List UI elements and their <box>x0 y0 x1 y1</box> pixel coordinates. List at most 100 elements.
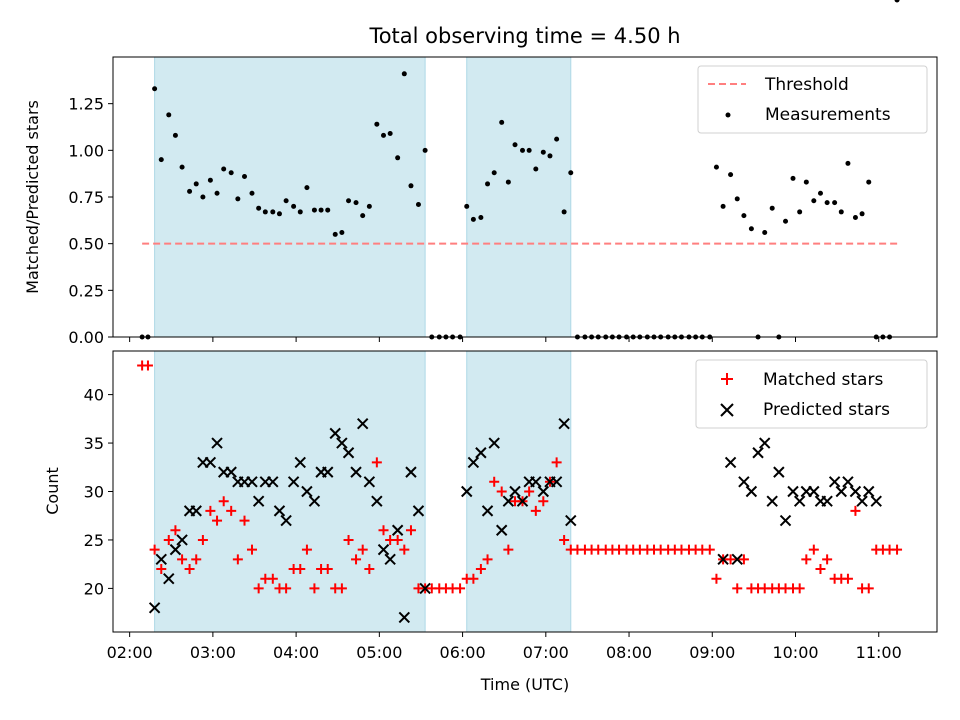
measurement-point <box>381 132 387 138</box>
predicted-star-point <box>246 476 258 488</box>
predicted-star-point <box>294 456 306 469</box>
x-axis-label: Time (UTC) <box>480 675 569 694</box>
matched-star-point <box>815 564 826 575</box>
matched-star-point <box>524 486 535 497</box>
predicted-star-point <box>405 466 417 478</box>
measurement-point <box>866 179 872 185</box>
measurement-point <box>221 166 227 172</box>
x-tick-label: 11:00 <box>856 643 902 662</box>
predicted-star-point <box>252 495 265 507</box>
y-tick-label: 30 <box>84 483 104 502</box>
matched-star-point <box>170 525 181 536</box>
measurement-point <box>526 147 532 153</box>
measurement-point <box>283 198 289 204</box>
predicted-star-point <box>724 456 737 469</box>
matched-star-point <box>808 544 819 555</box>
x-tick-label: 04:00 <box>273 643 319 662</box>
predicted-star-point <box>148 602 161 614</box>
shaded-interval <box>154 56 426 338</box>
predicted-star-point <box>808 485 820 498</box>
matched-star-point <box>156 564 167 575</box>
matched-star-point <box>351 554 362 565</box>
predicted-star-point <box>856 495 868 507</box>
predicted-star-point <box>835 485 847 498</box>
matched-star-point <box>794 583 805 594</box>
predicted-star-point <box>731 553 743 566</box>
x-tick-label: 06:00 <box>440 643 486 662</box>
predicted-star-point <box>329 427 341 440</box>
measurement-point <box>464 203 470 209</box>
predicted-star-point <box>779 514 792 527</box>
matched-star-point <box>732 583 743 594</box>
bottom-legend-box <box>695 359 928 429</box>
predicted-star-point <box>190 505 202 517</box>
matched-star-point <box>551 457 562 468</box>
measurement-point <box>166 112 172 118</box>
predicted-star-point <box>863 485 875 498</box>
measurement-point <box>270 209 276 215</box>
y-tick-label: 0.50 <box>68 235 104 254</box>
measurement-point <box>249 190 255 196</box>
matched-star-point <box>468 573 479 584</box>
predicted-star-point <box>752 447 764 459</box>
predicted-star-point <box>537 485 550 498</box>
matched-star-point <box>301 544 312 555</box>
measurement-point <box>366 203 372 209</box>
measurement-point <box>297 209 303 215</box>
matched-star-point <box>711 573 722 584</box>
y-tick-label: 1.00 <box>68 141 104 160</box>
y-tick-label: 40 <box>84 386 104 405</box>
matched-star-point <box>191 554 202 565</box>
predicted-star-point <box>412 505 425 517</box>
measurement-point <box>304 185 310 191</box>
x-tick-label: 08:00 <box>606 643 652 662</box>
measurement-point <box>262 209 268 215</box>
predicted-star-point <box>828 476 841 488</box>
measurement-point <box>720 203 726 209</box>
measurement-point <box>894 0 900 3</box>
measurement-point <box>783 218 789 224</box>
measurement-point <box>187 188 193 194</box>
measurement-point <box>505 179 511 185</box>
matched-star-point <box>455 583 466 594</box>
predicted-star-point <box>398 611 411 624</box>
matched-star-point <box>863 583 874 594</box>
matched-star-point <box>322 564 333 575</box>
predicted-star-point <box>342 447 355 459</box>
measurement-point <box>832 200 838 206</box>
measurement-point <box>242 173 248 179</box>
measurement-point <box>374 121 380 127</box>
legend-threshold-label: Threshold <box>764 75 849 95</box>
matched-star-point <box>232 554 243 565</box>
matched-star-point <box>738 554 749 565</box>
measurement-point <box>520 147 526 153</box>
measurement-point <box>325 207 331 213</box>
predicted-star-point <box>155 553 167 566</box>
matched-star-point <box>822 554 833 565</box>
matched-star-point <box>357 544 368 555</box>
measurement-point <box>291 203 297 209</box>
shaded-interval <box>466 350 572 633</box>
matched-star-point <box>725 554 736 565</box>
measurement-point <box>728 172 734 178</box>
matched-star-point <box>503 544 514 555</box>
measurement-point <box>824 200 830 206</box>
chart-title: Total observing time = 4.50 h <box>368 24 680 48</box>
measurement-point <box>470 216 476 222</box>
matched-star-point <box>496 486 507 497</box>
bottom-panel: 20 25 30 35 40 02:00 03:00 04:00 05:00 06:00 07:0… <box>43 350 938 694</box>
matched-star-point <box>253 583 264 594</box>
measurement-point <box>478 215 484 221</box>
matched-star-point <box>801 554 812 565</box>
predicted-star-point <box>558 417 570 430</box>
predicted-star-point <box>169 543 182 556</box>
measurement-point <box>499 119 505 125</box>
measurement-point <box>318 207 324 213</box>
predicted-star-point <box>787 485 799 498</box>
matched-star-point <box>850 505 861 516</box>
predicted-star-point <box>516 495 529 507</box>
measurement-point <box>838 209 844 215</box>
predicted-star-point <box>738 476 750 488</box>
matched-star-point <box>309 583 320 594</box>
